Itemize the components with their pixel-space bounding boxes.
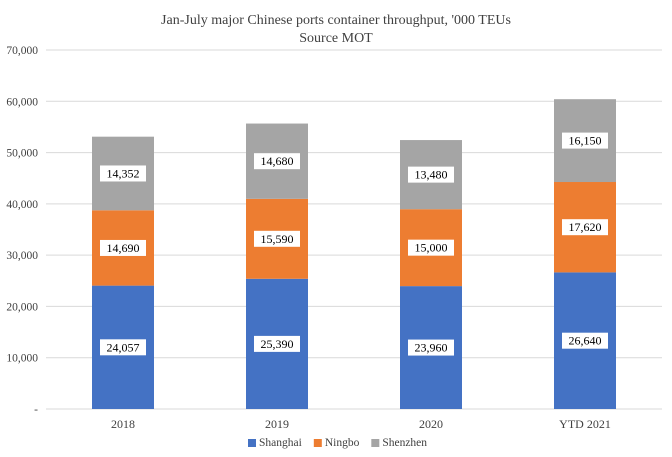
data-label-box — [254, 230, 300, 247]
data-label: 16,150 — [569, 134, 602, 148]
x-category-label: 2020 — [419, 417, 443, 431]
data-label: 17,620 — [569, 220, 602, 234]
data-label: 14,690 — [107, 241, 140, 255]
y-axis-ticks: - 10,000 20,000 30,000 40,000 50,000 60,000 70,… — [6, 45, 38, 416]
y-tick-label: 60,000 — [6, 96, 38, 108]
data-label-box — [100, 339, 146, 356]
data-label: 14,352 — [107, 166, 140, 180]
data-label: 14,680 — [261, 154, 294, 168]
legend-label-shanghai: Shanghai — [259, 437, 302, 449]
y-tick-label: 70,000 — [6, 45, 38, 57]
data-label: 23,960 — [415, 341, 448, 355]
legend-label-ningbo: Ningbo — [325, 437, 360, 449]
legend-swatch-shanghai — [248, 439, 256, 447]
data-label-box — [408, 239, 454, 256]
bars: 24,057 14,690 14,352 25,390 15,590 14,680 23,9… — [92, 99, 616, 409]
x-category-label: YTD 2021 — [559, 417, 611, 431]
data-label-box — [100, 165, 146, 182]
legend: Shanghai Ningbo Shenzhen — [248, 437, 427, 449]
y-tick-label: 10,000 — [6, 353, 38, 365]
data-label-box — [562, 132, 608, 149]
data-label-box — [408, 339, 454, 356]
x-axis-categories: 2018 2019 2020 YTD 2021 — [111, 417, 611, 431]
data-label: 15,000 — [415, 241, 448, 255]
chart-title: Jan-July major Chinese ports container t… — [161, 13, 511, 28]
data-label-box — [562, 219, 608, 236]
data-label-box — [254, 153, 300, 170]
legend-label-shenzhen: Shenzhen — [382, 437, 427, 449]
data-label: 26,640 — [569, 334, 602, 348]
data-label-box — [254, 335, 300, 352]
y-tick-label: - — [34, 404, 38, 416]
y-tick-label: 50,000 — [6, 148, 38, 160]
x-category-label: 2018 — [111, 417, 135, 431]
data-label: 15,590 — [261, 232, 294, 246]
data-label-box — [100, 239, 146, 256]
data-label-box — [408, 166, 454, 183]
y-tick-label: 20,000 — [6, 301, 38, 313]
y-tick-label: 30,000 — [6, 250, 38, 262]
chart-subtitle: Source MOT — [299, 31, 373, 46]
y-tick-label: 40,000 — [6, 199, 38, 211]
x-category-label: 2019 — [265, 417, 289, 431]
data-label-box — [562, 332, 608, 349]
legend-swatch-ningbo — [313, 439, 322, 447]
data-label: 25,390 — [261, 337, 294, 351]
data-label: 13,480 — [415, 168, 448, 182]
data-label: 24,057 — [107, 340, 140, 354]
legend-swatch-shenzhen — [371, 439, 380, 447]
